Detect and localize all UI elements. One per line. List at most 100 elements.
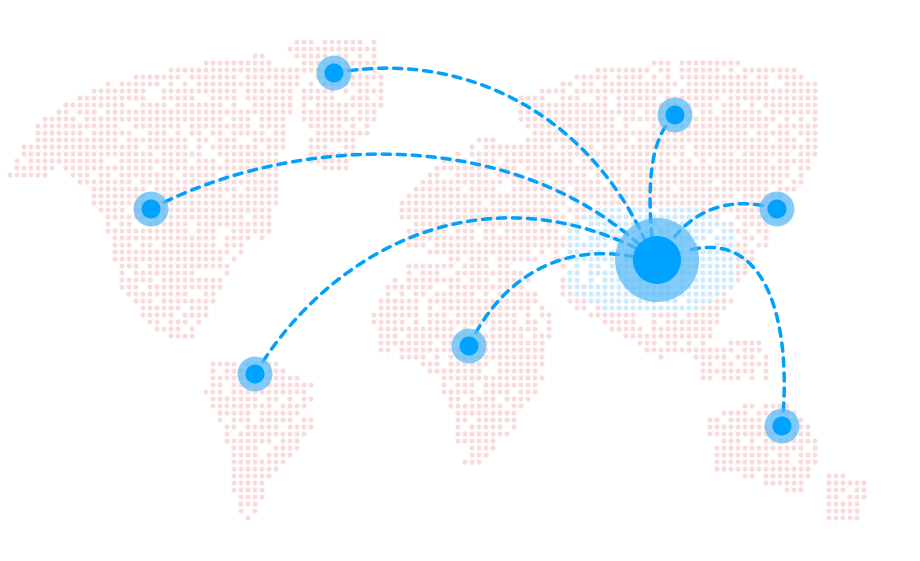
map-dot xyxy=(266,221,272,227)
highlight-dot xyxy=(728,284,734,290)
highlight-dot xyxy=(595,228,601,234)
map-dot xyxy=(826,515,832,521)
map-dot xyxy=(588,116,594,122)
map-dot xyxy=(441,326,447,332)
map-dot xyxy=(728,60,734,66)
map-dot xyxy=(805,431,811,437)
map-dot xyxy=(266,88,272,94)
map-dot xyxy=(462,312,468,318)
map-dot xyxy=(133,193,139,199)
connection-line xyxy=(253,216,642,376)
map-dot xyxy=(105,88,111,94)
map-dot xyxy=(441,263,447,269)
map-dot xyxy=(504,144,510,150)
map-dot xyxy=(455,249,461,255)
map-dot xyxy=(616,151,622,157)
location-node[interactable] xyxy=(237,356,273,392)
map-dot xyxy=(266,60,272,66)
map-dot xyxy=(560,137,566,143)
map-dot xyxy=(147,305,153,311)
map-dot xyxy=(259,487,265,493)
highlight-dot xyxy=(574,256,580,262)
map-dot xyxy=(791,186,797,192)
map-dot xyxy=(560,263,566,269)
map-dot xyxy=(280,459,286,465)
map-dot xyxy=(112,200,118,206)
map-dot xyxy=(238,466,244,472)
map-dot xyxy=(224,60,230,66)
map-dot xyxy=(833,473,839,479)
highlight-dot xyxy=(700,256,706,262)
map-dot xyxy=(791,137,797,143)
location-node[interactable] xyxy=(657,97,693,133)
map-dot xyxy=(266,179,272,185)
map-dot xyxy=(637,144,643,150)
map-dot xyxy=(665,88,671,94)
highlight-dot xyxy=(637,298,643,304)
map-dot xyxy=(742,207,748,213)
map-dot xyxy=(833,501,839,507)
map-dot xyxy=(651,326,657,332)
map-dot xyxy=(126,151,132,157)
map-dot xyxy=(847,501,853,507)
map-dot xyxy=(413,347,419,353)
map-dot xyxy=(161,123,167,129)
map-dot xyxy=(476,193,482,199)
map-dot xyxy=(784,186,790,192)
map-dot xyxy=(455,214,461,220)
map-dot xyxy=(518,298,524,304)
map-dot xyxy=(287,389,293,395)
map-dot xyxy=(238,214,244,220)
map-dot xyxy=(147,144,153,150)
map-dot xyxy=(854,494,860,500)
map-dot xyxy=(224,165,230,171)
location-node[interactable] xyxy=(316,55,352,91)
hub-node[interactable] xyxy=(615,218,699,302)
location-node[interactable] xyxy=(133,191,169,227)
map-dot xyxy=(511,424,517,430)
map-dot xyxy=(210,235,216,241)
map-dot xyxy=(511,200,517,206)
map-dot xyxy=(497,305,503,311)
map-dot xyxy=(560,88,566,94)
map-dot xyxy=(161,312,167,318)
map-dot xyxy=(42,144,48,150)
map-dot xyxy=(336,123,342,129)
map-dot xyxy=(462,165,468,171)
map-dot xyxy=(784,172,790,178)
location-node[interactable] xyxy=(759,191,795,227)
map-dot xyxy=(749,67,755,73)
map-dot xyxy=(728,74,734,80)
map-dot xyxy=(756,123,762,129)
map-dot xyxy=(798,165,804,171)
highlight-dot xyxy=(714,249,720,255)
highlight-dot xyxy=(616,291,622,297)
location-node[interactable] xyxy=(451,328,487,364)
map-dot xyxy=(224,235,230,241)
map-dot xyxy=(203,298,209,304)
map-dot xyxy=(476,361,482,367)
map-dot xyxy=(196,228,202,234)
map-dot xyxy=(441,340,447,346)
map-dot xyxy=(567,144,573,150)
map-dot xyxy=(679,319,685,325)
map-dot xyxy=(182,263,188,269)
map-dot xyxy=(210,375,216,381)
map-dot xyxy=(742,445,748,451)
map-dot xyxy=(231,137,237,143)
map-dot xyxy=(224,263,230,269)
map-dot xyxy=(490,179,496,185)
highlight-dot xyxy=(714,235,720,241)
map-dot xyxy=(791,466,797,472)
location-node[interactable] xyxy=(764,408,800,444)
highlight-dot xyxy=(588,263,594,269)
map-dot xyxy=(266,74,272,80)
map-dot xyxy=(686,193,692,199)
highlight-dot xyxy=(623,214,629,220)
map-dot xyxy=(742,165,748,171)
map-dot xyxy=(609,193,615,199)
map-dot xyxy=(196,263,202,269)
map-dot xyxy=(630,67,636,73)
map-dot xyxy=(266,459,272,465)
map-dot xyxy=(315,46,321,52)
